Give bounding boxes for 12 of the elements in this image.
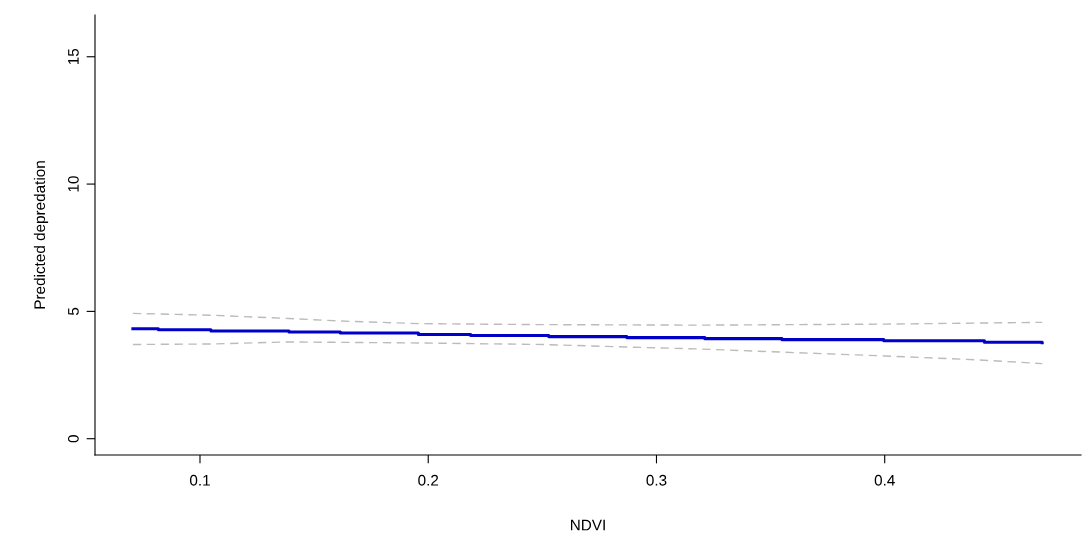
line-series — [132, 312, 1043, 326]
x-tick-label: 0.4 — [874, 474, 895, 486]
y-axis-title: Predicted depredation — [33, 161, 49, 309]
y-tick-label: 15 — [68, 48, 79, 65]
y-tick-label: 10 — [67, 176, 79, 192]
y-tick-label: 5 — [68, 307, 79, 316]
x-axis-title: NDVI — [571, 519, 605, 531]
x-tick-label: 0.3 — [646, 474, 667, 486]
y-tick-label: 0 — [67, 435, 79, 443]
x-tick-label: 0.1 — [189, 474, 210, 486]
x-tick-label: 0.2 — [418, 474, 439, 486]
line-series — [132, 341, 1043, 365]
